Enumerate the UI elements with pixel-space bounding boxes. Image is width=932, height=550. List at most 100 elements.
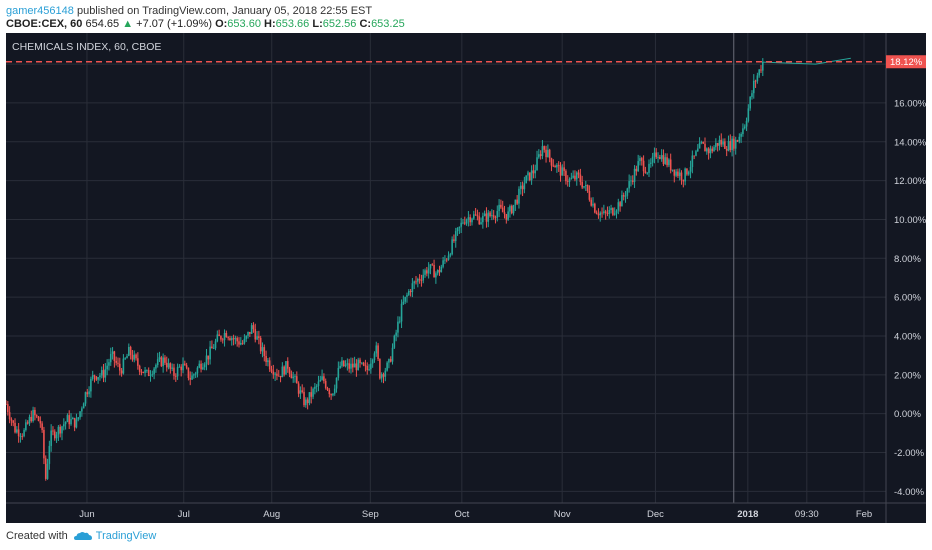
- candle-body: [624, 195, 627, 197]
- candle-body: [19, 436, 22, 437]
- candle-body: [281, 366, 284, 378]
- candle-body: [308, 392, 311, 404]
- candle-body: [7, 404, 9, 413]
- reference-price-badge: 18.12%: [886, 55, 926, 69]
- candle-body: [579, 174, 582, 182]
- candle-body: [75, 419, 78, 428]
- candle-body: [23, 430, 25, 437]
- candle-body: [191, 375, 193, 380]
- candle-body: [106, 365, 108, 370]
- high-value: 653.66: [275, 18, 310, 30]
- candle-body: [747, 108, 750, 121]
- candle-body: [492, 215, 495, 218]
- candle-body: [711, 148, 714, 152]
- candle-body: [615, 210, 618, 214]
- candle-body: [55, 434, 58, 439]
- candle-body: [25, 422, 27, 431]
- chart-panel[interactable]: 18.00%16.00%14.00%12.00%10.00%8.00%6.00%…: [6, 33, 926, 523]
- candle-body: [100, 370, 103, 376]
- candle-body: [760, 69, 762, 71]
- candle-body: [483, 213, 486, 216]
- candle-body: [109, 353, 112, 363]
- candle-body: [162, 357, 164, 367]
- candle-body: [496, 210, 499, 218]
- y-tick-label: -2.00%: [894, 448, 925, 459]
- candle-body: [453, 239, 455, 242]
- candle-body: [146, 370, 148, 371]
- published-text: published on TradingView.com, January 05…: [76, 5, 373, 17]
- open-value: 653.60: [227, 18, 261, 30]
- candle-body: [301, 390, 304, 392]
- candle-body: [668, 159, 670, 166]
- candle-body: [16, 429, 18, 433]
- candle-body: [187, 367, 190, 379]
- candle-body: [379, 359, 381, 379]
- x-tick-label: Jun: [79, 509, 94, 520]
- price-series: [6, 58, 764, 481]
- publisher-username[interactable]: gamer456148: [6, 5, 74, 17]
- candle-body: [633, 168, 636, 182]
- candle-body: [52, 430, 54, 432]
- candle-body: [740, 133, 742, 137]
- candle-body: [406, 294, 408, 297]
- candle-body: [335, 377, 338, 389]
- candle-body: [93, 375, 96, 377]
- close-value: 653.25: [371, 18, 405, 30]
- candle-body: [543, 146, 546, 150]
- candle-body: [538, 154, 540, 158]
- candle-body: [53, 431, 56, 439]
- price-axis[interactable]: 18.00%16.00%14.00%12.00%10.00%8.00%6.00%…: [894, 60, 926, 498]
- candle-body: [384, 370, 387, 377]
- candle-body: [140, 371, 143, 373]
- candle-body: [397, 321, 399, 333]
- candle-body: [113, 351, 116, 361]
- candle-body: [216, 334, 219, 342]
- candle-body: [671, 169, 674, 171]
- candle-body: [357, 359, 360, 371]
- candle-body: [473, 214, 475, 219]
- y-tick-label: 4.00%: [894, 331, 921, 342]
- candle-body: [104, 369, 107, 378]
- candle-body: [566, 181, 569, 182]
- candle-body: [563, 167, 565, 171]
- candle-body: [149, 375, 152, 376]
- candle-body: [429, 264, 432, 269]
- candle-body: [660, 155, 663, 159]
- candle-body: [133, 354, 136, 360]
- candle-body: [128, 346, 130, 357]
- price-chart[interactable]: 18.00%16.00%14.00%12.00%10.00%8.00%6.00%…: [6, 33, 926, 523]
- x-tick-label: Dec: [647, 509, 664, 520]
- candle-body: [37, 416, 40, 421]
- candle-body: [433, 265, 435, 278]
- candle-body: [657, 156, 659, 158]
- candle-body: [6, 403, 7, 405]
- candle-body: [50, 430, 52, 446]
- candle-body: [666, 157, 668, 166]
- candle-body: [261, 347, 264, 352]
- tradingview-link[interactable]: TradingView: [73, 530, 156, 542]
- time-axis[interactable]: Jun Jul Aug Sep Oct Nov Dec 2018 09:30 Feb: [79, 509, 872, 520]
- candle-body: [500, 204, 502, 208]
- candle-body: [516, 199, 518, 204]
- candle-body: [225, 332, 228, 338]
- x-tick-label: Nov: [554, 509, 571, 520]
- candle-body: [456, 227, 459, 232]
- candle-body: [292, 376, 294, 379]
- candle-body: [440, 266, 443, 273]
- candle-body: [305, 399, 307, 406]
- candle-body: [706, 148, 708, 152]
- candle-body: [258, 336, 260, 338]
- candle-body: [256, 336, 258, 340]
- candle-body: [463, 222, 466, 224]
- candle-body: [559, 165, 562, 176]
- change-up-icon: ▲: [122, 18, 134, 30]
- candle-body: [762, 61, 764, 71]
- candle-body: [77, 417, 80, 420]
- candle-body: [355, 363, 358, 371]
- candle-body: [539, 154, 542, 156]
- candle-body: [117, 362, 119, 364]
- candle-body: [696, 148, 699, 152]
- candle-body: [420, 280, 423, 281]
- candle-body: [124, 358, 127, 360]
- candle-body: [8, 412, 11, 420]
